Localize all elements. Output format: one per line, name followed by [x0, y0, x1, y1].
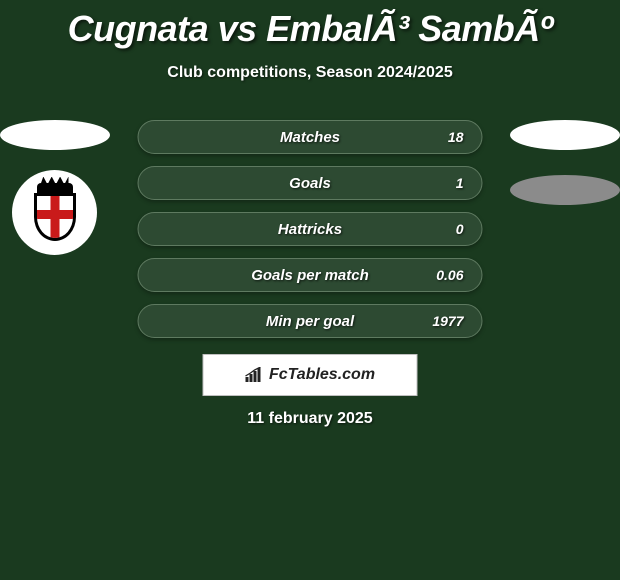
stat-row-goals: Goals 1: [138, 166, 483, 200]
stat-value-right: 18: [448, 129, 464, 145]
crest-icon: [34, 183, 76, 243]
brand-text: FcTables.com: [269, 366, 375, 384]
page-title: Cugnata vs EmbalÃ³ SambÃº: [0, 0, 620, 50]
team-logo-left: [12, 170, 97, 255]
stat-row-goals-per-match: Goals per match 0.06: [138, 258, 483, 292]
right-avatars: [510, 120, 620, 230]
stat-label: Min per goal: [266, 313, 354, 330]
stat-row-hattricks: Hattricks 0: [138, 212, 483, 246]
stat-value-right: 1977: [432, 313, 463, 329]
stat-value-right: 1: [456, 175, 464, 191]
stat-value-right: 0: [456, 221, 464, 237]
stat-row-min-per-goal: Min per goal 1977: [138, 304, 483, 338]
stat-value-right: 0.06: [436, 267, 463, 283]
stat-label: Goals: [289, 175, 331, 192]
date-text: 11 february 2025: [0, 410, 620, 428]
stats-container: Matches 18 Goals 1 Hattricks 0 Goals per…: [138, 120, 483, 350]
stat-label: Goals per match: [251, 267, 369, 284]
stat-row-matches: Matches 18: [138, 120, 483, 154]
stat-label: Matches: [280, 129, 340, 146]
player-avatar-right: [510, 120, 620, 150]
brand-badge[interactable]: FcTables.com: [203, 354, 418, 396]
left-avatars: [0, 120, 110, 255]
bar-chart-icon: [245, 367, 263, 383]
stat-label: Hattricks: [278, 221, 342, 238]
subtitle: Club competitions, Season 2024/2025: [0, 64, 620, 82]
player-avatar-left: [0, 120, 110, 150]
team-logo-right: [510, 175, 620, 205]
